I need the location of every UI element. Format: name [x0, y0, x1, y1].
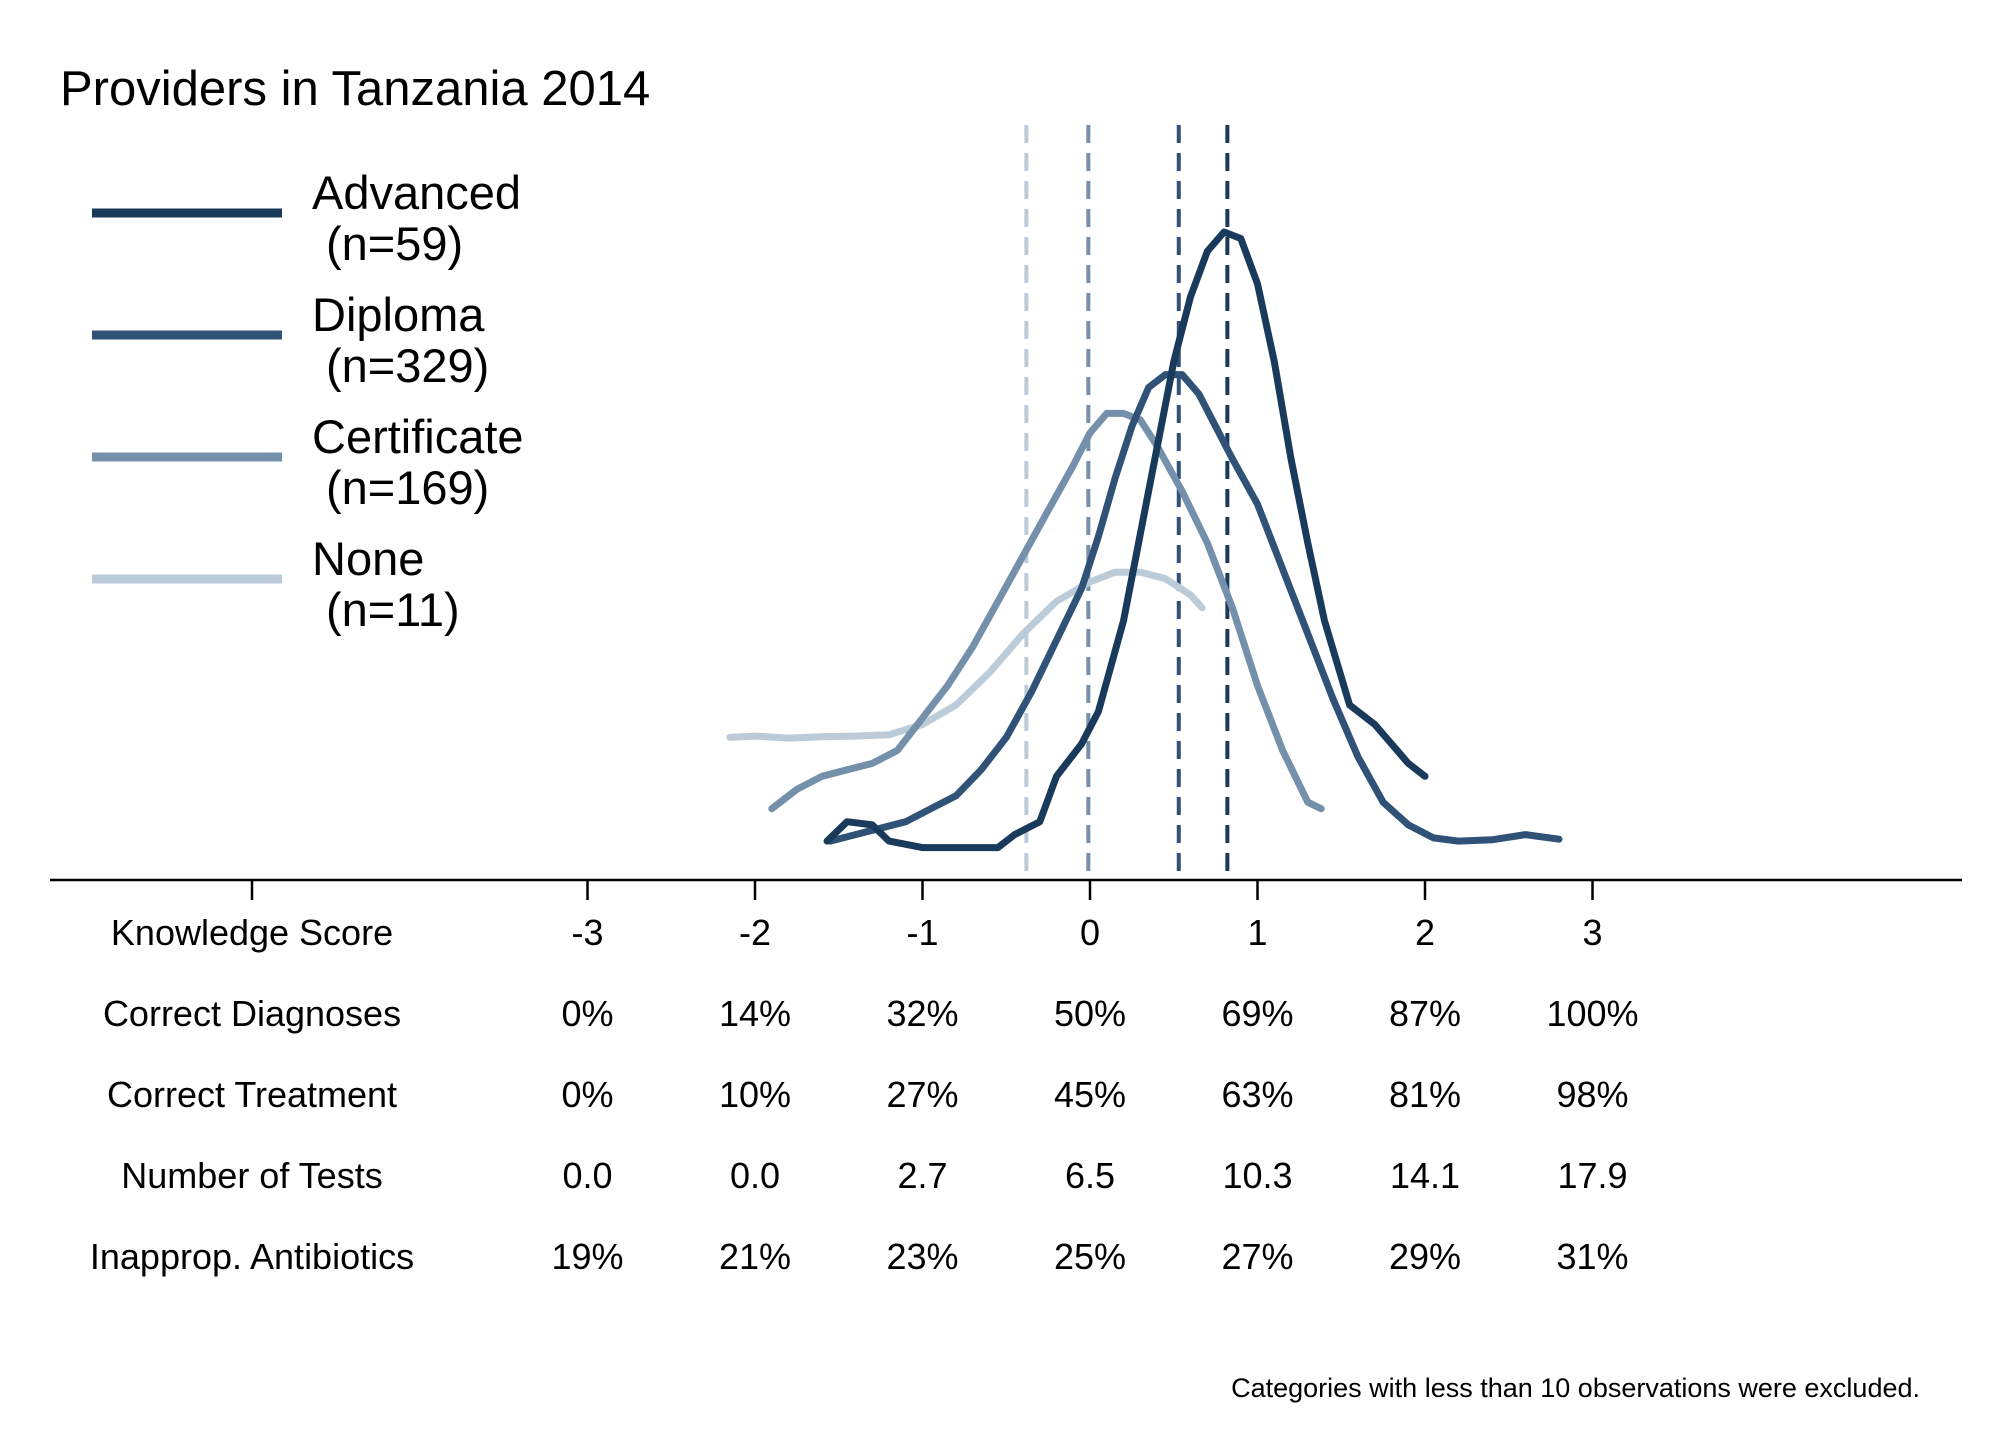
chart-title: Providers in Tanzania 2014 — [60, 62, 650, 116]
legend-label-diploma: Diploma — [312, 288, 485, 341]
density-curves — [726, 228, 1563, 852]
x-axis-ticks — [250, 880, 1594, 900]
table-cell: 98% — [1556, 1074, 1628, 1115]
x-tick-label: 2 — [1415, 912, 1435, 953]
table-cell: 25% — [1054, 1236, 1126, 1277]
x-tick-label: -1 — [906, 912, 938, 953]
legend-count-advanced: (n=59) — [326, 217, 463, 270]
mean-lines — [1024, 125, 1230, 880]
table-cell: 45% — [1054, 1074, 1126, 1115]
table-cell: 27% — [1221, 1236, 1293, 1277]
table-cell: 2.7 — [897, 1155, 947, 1196]
x-tick-label: -2 — [739, 912, 771, 953]
table-cell: 21% — [719, 1236, 791, 1277]
legend-count-diploma: (n=329) — [326, 339, 489, 392]
table-cell: 29% — [1389, 1236, 1461, 1277]
legend-label-certificate: Certificate — [312, 410, 524, 463]
table-cell: 27% — [886, 1074, 958, 1115]
table-cell: 0.0 — [730, 1155, 780, 1196]
x-tick-label: 0 — [1080, 912, 1100, 953]
x-tick-label: 1 — [1247, 912, 1267, 953]
table-cell: 14.1 — [1390, 1155, 1460, 1196]
table-cell: 31% — [1556, 1236, 1628, 1277]
legend: Advanced(n=59)Diploma(n=329)Certificate(… — [92, 166, 524, 636]
table-cell: 50% — [1054, 993, 1126, 1034]
table-cell: 23% — [886, 1236, 958, 1277]
table-cell: 32% — [886, 993, 958, 1034]
table-row-label: Number of Tests — [121, 1155, 382, 1196]
table-cell: 69% — [1221, 993, 1293, 1034]
table-cell: 6.5 — [1065, 1155, 1115, 1196]
footnote: Categories with less than 10 observation… — [1231, 1373, 1920, 1403]
density-curve-advanced — [823, 228, 1429, 852]
table-cell: 19% — [551, 1236, 623, 1277]
score-table: Correct Diagnoses 0% 14% 32% 50% 69% 87% 100% Co… — [90, 993, 1639, 1277]
table-cell: 81% — [1389, 1074, 1461, 1115]
legend-label-advanced: Advanced — [312, 166, 521, 219]
legend-count-certificate: (n=169) — [326, 461, 489, 514]
table-row-label: Correct Treatment — [107, 1074, 397, 1115]
table-row-label: Inapprop. Antibiotics — [90, 1236, 414, 1277]
table-cell: 17.9 — [1557, 1155, 1627, 1196]
table-cell: 14% — [719, 993, 791, 1034]
density-curve-none — [726, 568, 1206, 742]
table-cell: 10.3 — [1222, 1155, 1292, 1196]
table-cell: 0% — [561, 1074, 613, 1115]
x-axis-label: Knowledge Score — [111, 912, 393, 953]
table-cell: 10% — [719, 1074, 791, 1115]
table-cell: 63% — [1221, 1074, 1293, 1115]
x-tick-label: -3 — [571, 912, 603, 953]
density-curve-diploma — [826, 371, 1563, 845]
x-tick-labels: -3 -2 -1 0 1 2 3 — [571, 912, 1602, 953]
table-cell: 0% — [561, 993, 613, 1034]
table-row-label: Correct Diagnoses — [103, 993, 401, 1034]
table-cell: 100% — [1546, 993, 1638, 1034]
table-cell: 87% — [1389, 993, 1461, 1034]
table-cell: 0.0 — [562, 1155, 612, 1196]
legend-label-none: None — [312, 532, 424, 585]
x-tick-label: 3 — [1582, 912, 1602, 953]
legend-count-none: (n=11) — [326, 583, 460, 636]
density-curve-certificate — [768, 409, 1325, 813]
